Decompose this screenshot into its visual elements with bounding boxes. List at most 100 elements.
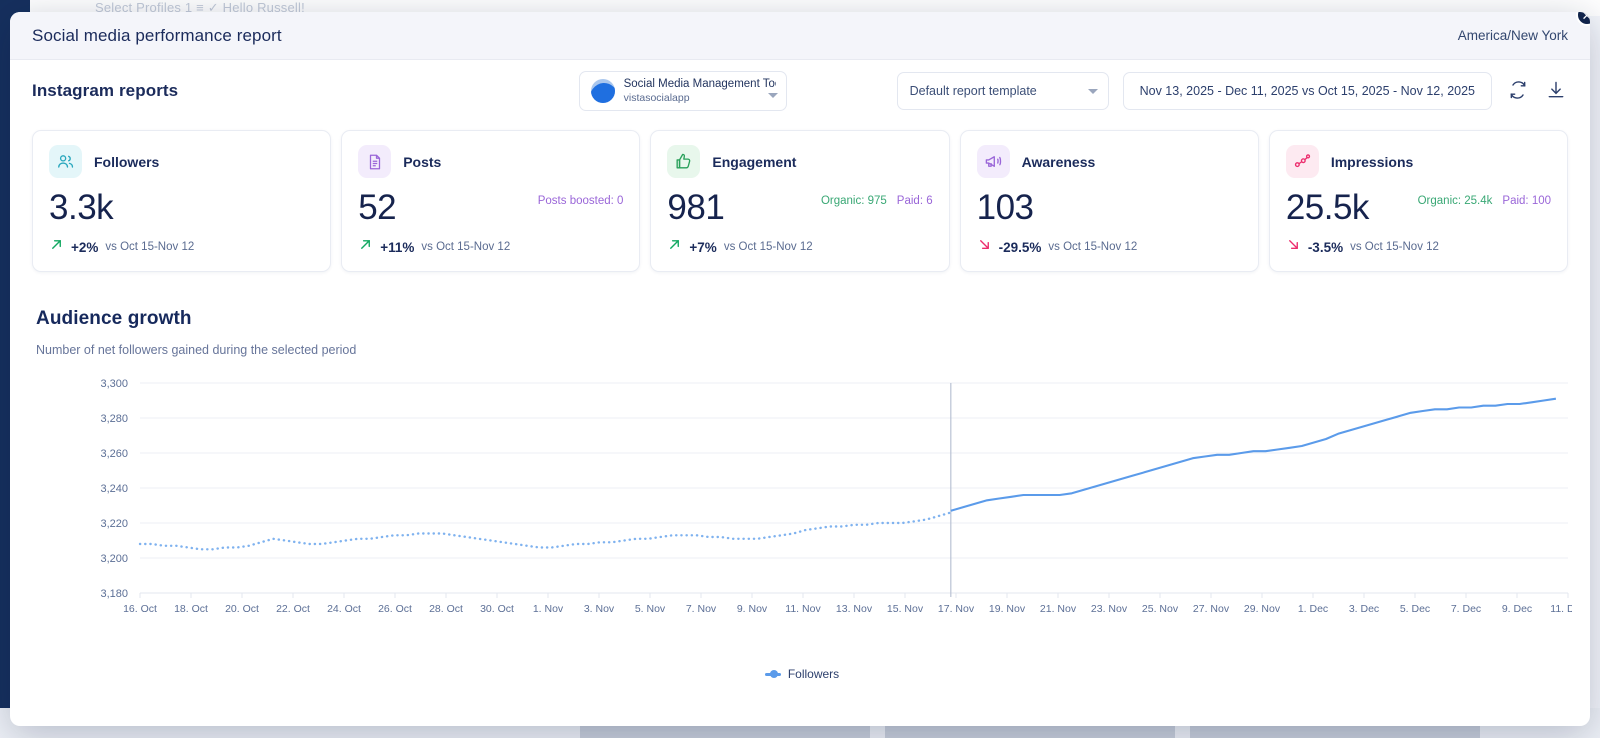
kpi-card-label: Impressions <box>1330 153 1414 170</box>
document-icon <box>358 145 392 178</box>
x-axis-tick: 23. Nov <box>1091 603 1128 615</box>
legend-label-followers: Followers <box>787 667 840 681</box>
kpi-card-value: 103 <box>976 188 1034 227</box>
date-range-selector[interactable]: Nov 13, 2025 - Dec 11, 2025 vs Oct 15, 2… <box>1122 72 1492 110</box>
kpi-card-aux: Organic: 975 Paid: 6 <box>821 195 933 207</box>
kpi-card-value: 25.5k <box>1285 188 1370 227</box>
kpi-delta: -3.5% <box>1307 239 1344 255</box>
chart-line-previous-period <box>138 511 952 551</box>
x-axis-tick: 15. Nov <box>887 603 924 615</box>
x-axis-tick: 25. Nov <box>1142 603 1179 615</box>
kpi-card-head: Engagement <box>667 145 932 178</box>
x-axis-tick: 29. Nov <box>1244 603 1281 615</box>
x-axis-tick: 22. Oct <box>276 603 310 615</box>
avatar <box>590 79 615 103</box>
profile-handle: vistasocialapp <box>623 91 690 104</box>
x-axis-tick: 24. Oct <box>327 603 361 615</box>
y-axis-tick: 3,300 <box>100 378 128 390</box>
x-axis-tick: 30. Oct <box>480 603 514 615</box>
chevron-down-icon <box>1087 89 1098 94</box>
page-title: Instagram reports <box>32 81 179 100</box>
audience-growth-section: Audience growth Number of net followers … <box>10 272 1590 681</box>
kpi-card-label: Followers <box>94 153 160 170</box>
kpi-delta: -29.5% <box>998 239 1042 255</box>
kpi-card-posts: Posts 52 Posts boosted: 0 +11% vs Oct 15-Nov… <box>341 130 641 272</box>
kpi-comparison-note: vs Oct 15-Nov 12 <box>105 241 195 253</box>
timezone-label: America/New York <box>1457 28 1568 43</box>
y-axis-tick: 3,200 <box>100 553 128 565</box>
kpi-card-label: Engagement <box>712 153 797 170</box>
x-axis-tick: 16. Oct <box>123 603 157 615</box>
trend-arrow-icon <box>49 237 64 257</box>
download-icon[interactable] <box>1546 80 1568 102</box>
kpi-comparison-note: vs Oct 15-Nov 12 <box>1048 241 1138 253</box>
kpi-card-label: Posts <box>403 153 442 170</box>
modal-header: Social media performance report America/… <box>10 12 1590 60</box>
share-nodes-icon <box>1285 145 1319 178</box>
kpi-comparison-note: vs Oct 15-Nov 12 <box>723 241 813 253</box>
trend-arrow-icon <box>667 237 682 257</box>
kpi-comparison-note: vs Oct 15-Nov 12 <box>421 241 511 253</box>
profile-name: Social Media Management Tool <box>623 78 776 91</box>
kpi-delta: +7% <box>689 239 717 255</box>
kpi-card-value: 52 <box>358 188 397 227</box>
y-axis-tick: 3,260 <box>100 448 128 460</box>
modal-title: Social media performance report <box>32 25 282 45</box>
users-icon <box>49 145 82 178</box>
kpi-card-label: Awareness <box>1021 153 1096 170</box>
kpi-aux-organic: Organic: 975 <box>820 195 887 207</box>
kpi-card-value: 981 <box>667 188 725 227</box>
x-axis-tick: 18. Oct <box>174 603 208 615</box>
kpi-card-footer: +7% vs Oct 15-Nov 12 <box>667 237 813 257</box>
kpi-card-awareness: Awareness 103 -29.5% vs Oct 15-Nov 12 <box>959 130 1259 272</box>
x-axis-tick: 9. Nov <box>737 603 768 615</box>
x-axis-tick: 3. Nov <box>584 603 615 615</box>
x-axis-tick: 7. Dec <box>1451 603 1481 615</box>
kpi-card-aux: Organic: 25.4k Paid: 100 <box>1418 195 1551 207</box>
chevron-down-icon <box>767 93 778 98</box>
x-axis-tick: 13. Nov <box>836 603 873 615</box>
y-axis-tick: 3,240 <box>100 483 128 495</box>
kpi-card-head: Impressions <box>1285 145 1551 178</box>
chart-subtitle: Number of net followers gained during th… <box>36 343 357 357</box>
y-axis-tick: 3,280 <box>100 413 128 425</box>
kpi-card-aux: Posts boosted: 0 <box>538 195 624 207</box>
date-range-value: Nov 13, 2025 - Dec 11, 2025 vs Oct 15, 2… <box>1139 84 1475 98</box>
kpi-comparison-note: vs Oct 15-Nov 12 <box>1350 241 1439 253</box>
x-axis-tick: 3. Dec <box>1349 603 1379 615</box>
refresh-icon[interactable] <box>1508 80 1530 102</box>
kpi-card-value: 3.3k <box>49 188 114 227</box>
x-axis-tick: 11. Nov <box>785 603 821 615</box>
chart-plot-area: 3,180 3,200 3,220 3,240 3,260 3,280 3,300 16. O… <box>36 375 1572 681</box>
profile-selector[interactable]: Social Media Management Tool vistasocial… <box>578 71 787 111</box>
x-axis-tick: 27. Nov <box>1193 603 1230 615</box>
x-axis-tick: 19. Nov <box>989 603 1026 615</box>
x-axis-tick: 1. Nov <box>533 603 564 615</box>
close-icon[interactable]: ✕ <box>1576 12 1590 26</box>
y-axis-tick: 3,180 <box>100 588 128 600</box>
kpi-delta: +11% <box>380 239 415 255</box>
kpi-aux-organic: Organic: 25.4k <box>1417 195 1493 207</box>
kpi-aux-paid: Paid: 100 <box>1502 195 1552 207</box>
background-app-text: Select Profiles 1 ≡ ✓ Hello Russell! <box>95 0 305 15</box>
thumbs-up-icon <box>667 145 701 178</box>
kpi-card-footer: +11% vs Oct 15-Nov 12 <box>358 237 510 257</box>
kpi-card-list: Followers 3.3k +2% vs Oct 15-Nov 12 Posts 52 P… <box>10 122 1590 272</box>
kpi-aux-paid: Paid: 6 <box>896 195 933 207</box>
y-axis-tick: 3,220 <box>100 518 128 530</box>
x-axis-tick: 9. Dec <box>1502 603 1532 615</box>
kpi-card-head: Awareness <box>976 145 1242 178</box>
kpi-card-engagement: Engagement 981 Organic: 975 Paid: 6 +7% vs Oc… <box>650 130 950 272</box>
x-axis-tick: 26. Oct <box>378 603 412 615</box>
kpi-card-footer: -3.5% vs Oct 15-Nov 12 <box>1286 237 1439 257</box>
report-template-select[interactable]: Default report template <box>896 72 1109 110</box>
kpi-card-head: Posts <box>358 145 623 178</box>
kpi-card-impressions: Impressions 25.5k Organic: 25.4k Paid: 100 -… <box>1268 130 1569 272</box>
x-axis-tick: 11. Dec <box>1550 603 1572 615</box>
kpi-card-footer: -29.5% vs Oct 15-Nov 12 <box>977 237 1138 257</box>
kpi-card-head: Followers <box>49 145 314 178</box>
trend-arrow-icon <box>358 237 373 257</box>
trend-arrow-icon <box>1286 237 1301 257</box>
kpi-aux-paid: Posts boosted: 0 <box>537 195 624 207</box>
report-toolbar: Instagram reports Social Media Managemen… <box>10 60 1590 122</box>
